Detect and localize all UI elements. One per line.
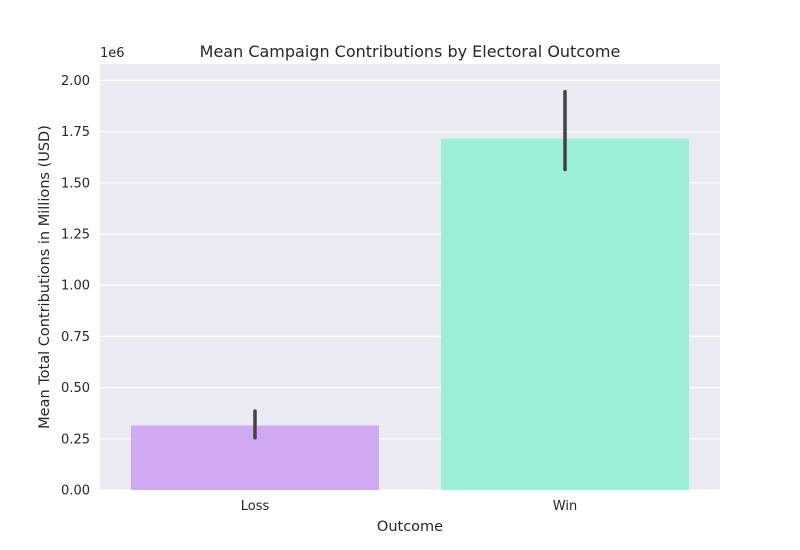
y-tick-label: 1.50 <box>61 176 90 191</box>
y-tick-label: 1.75 <box>61 125 90 140</box>
x-tick-label: Loss <box>241 499 270 514</box>
y-tick-labels: 0.00 0.25 0.50 0.75 1.00 1.25 1.50 1.75 2.00 <box>61 74 90 499</box>
x-tick-label: Win <box>553 499 577 514</box>
y-tick-label: 0.50 <box>61 381 90 396</box>
y-tick-label: 0.25 <box>61 432 90 447</box>
bar-win <box>441 138 689 490</box>
chart-title: Mean Campaign Contributions by Electoral… <box>200 42 621 61</box>
y-tick-label: 1.25 <box>61 227 90 242</box>
x-tick-labels: Loss Win <box>241 499 577 514</box>
x-axis-label: Outcome <box>377 519 443 535</box>
y-axis-offset-label: 1e6 <box>100 46 125 61</box>
y-tick-label: 0.75 <box>61 330 90 345</box>
y-tick-label: 0.00 <box>61 484 90 499</box>
y-tick-label: 1.00 <box>61 279 90 294</box>
error-bars <box>253 89 567 440</box>
y-axis-label: Mean Total Contributions in Millions (US… <box>37 125 53 429</box>
bars <box>131 138 689 490</box>
y-tick-label: 2.00 <box>61 74 90 89</box>
